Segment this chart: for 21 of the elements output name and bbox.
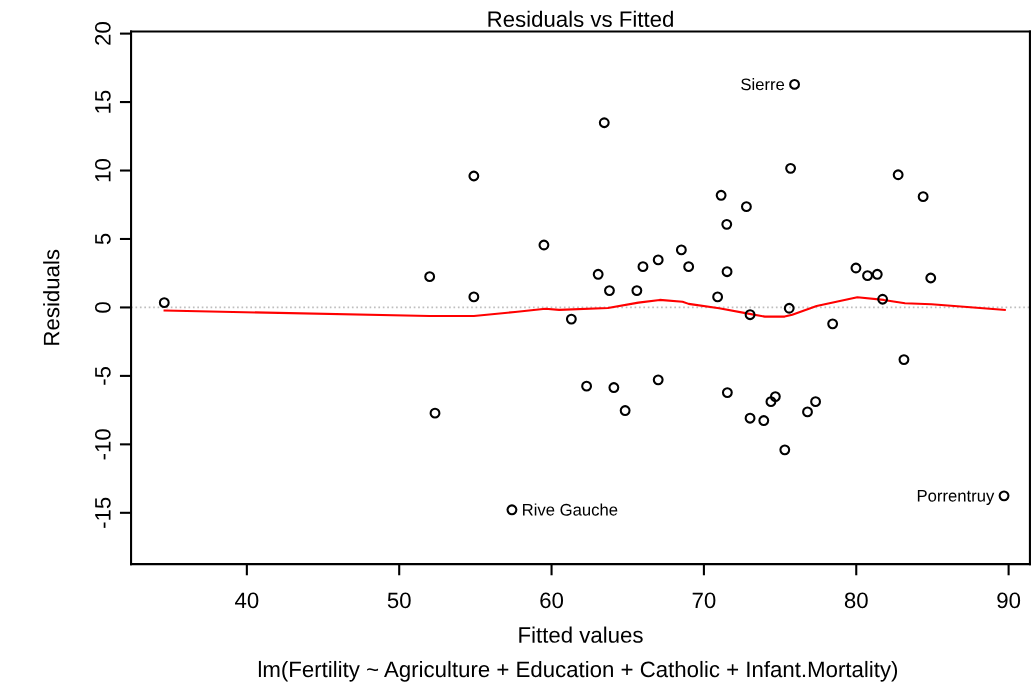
y-tick-label: 0 [94, 302, 111, 313]
text: lm(Fertility ~ Agriculture + Education + Catholic + Infant.Mortality) [258, 660, 898, 682]
x-tick-label: 40 [235, 592, 259, 609]
x-axis-title: Fitted values [519, 626, 643, 643]
annotation: Sierre [741, 78, 785, 91]
x-tick-label: 60 [540, 592, 564, 609]
y-tick-label: 15 [95, 90, 111, 113]
x-tick-label: 90 [997, 592, 1021, 609]
y-tick-label: 10 [94, 159, 111, 182]
x-tick-label: 70 [692, 592, 716, 609]
x-tick-label: 50 [387, 592, 411, 609]
y-tick-label: -15 [95, 497, 111, 528]
annotation: Porrentruy [917, 490, 995, 505]
x-tick-label: 80 [844, 592, 868, 609]
y-tick-label: 5 [95, 233, 111, 245]
y-tick-label: 20 [94, 22, 111, 45]
annotation: Rive Gauche [523, 503, 618, 516]
y-axis-title: Residuals [43, 249, 60, 345]
y-tick-label: -5 [95, 366, 111, 385]
chart-title: Residuals vs Fitted [488, 10, 673, 28]
y-tick-label: -10 [94, 429, 111, 460]
